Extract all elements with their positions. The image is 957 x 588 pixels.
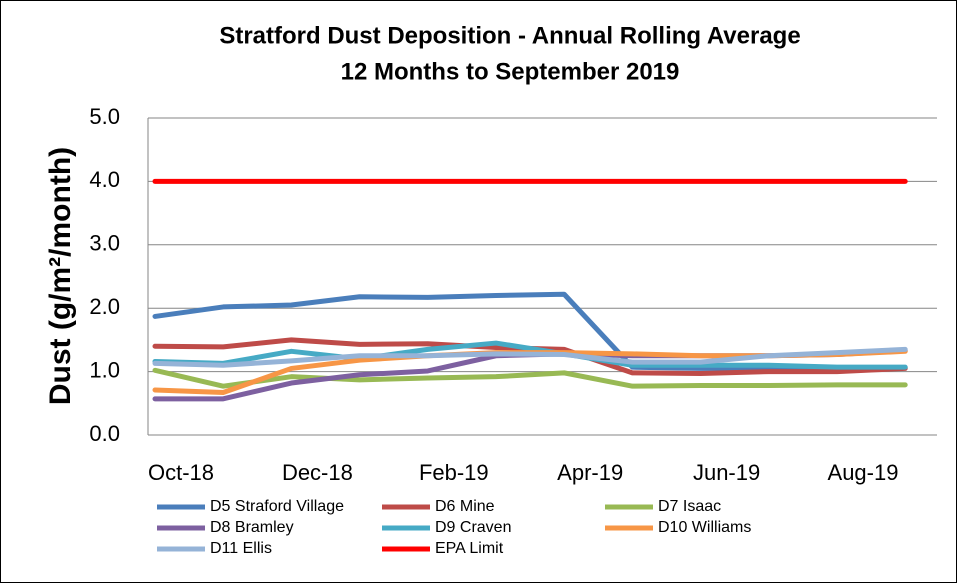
x-tick-label: Aug-19: [828, 460, 899, 485]
legend-label: D11 Ellis: [210, 540, 272, 557]
chart-subtitle: 12 Months to September 2019: [341, 58, 680, 85]
legend-label: D8 Bramley: [210, 519, 294, 536]
y-tick-label: 3.0: [89, 231, 120, 256]
legend-label: D9 Craven: [435, 519, 511, 536]
legend-label: D6 Mine: [435, 498, 495, 515]
series-line: [152, 346, 908, 368]
x-tick-label: Feb-19: [419, 460, 489, 485]
y-tick-label: 4.0: [89, 167, 120, 192]
x-tick-label: Dec-18: [282, 460, 353, 485]
legend-label: D7 Isaac: [658, 498, 721, 515]
x-tick-label: Oct-18: [148, 460, 214, 485]
legend-label: EPA Limit: [435, 540, 504, 557]
y-tick-label: 0.0: [89, 421, 120, 446]
y-axis-title: Dust (g/m²/month): [44, 147, 77, 405]
y-tick-label: 1.0: [89, 357, 120, 382]
y-tick-label: 2.0: [89, 294, 120, 319]
legend-label: D10 Williams: [658, 519, 751, 536]
series-line: [152, 340, 908, 370]
legend-label: D5 Straford Village: [210, 498, 344, 515]
chart-title: Stratford Dust Deposition - Annual Rolli…: [219, 22, 800, 49]
x-tick-label: Apr-19: [557, 460, 623, 485]
series-line: [152, 367, 908, 389]
series-line: [152, 291, 908, 373]
y-tick-label: 5.0: [89, 104, 120, 129]
x-tick-label: Jun-19: [693, 460, 760, 485]
